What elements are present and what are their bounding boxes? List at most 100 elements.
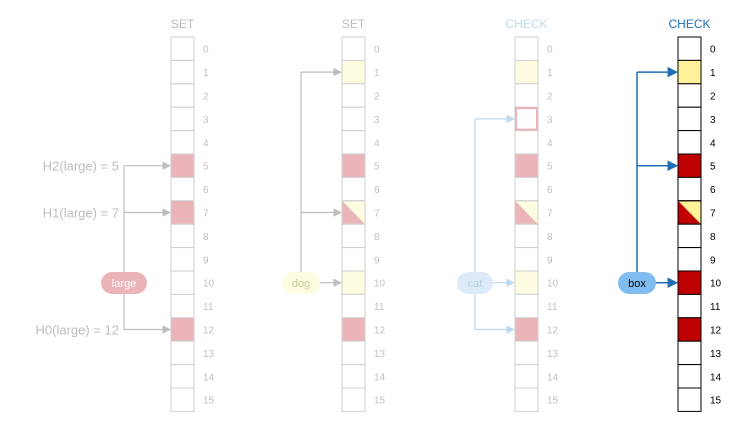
bit-cell-4 xyxy=(170,130,195,155)
bit-cell-9 xyxy=(514,247,539,272)
bit-index: 12 xyxy=(710,326,722,337)
bit-cell-12 xyxy=(170,317,195,342)
bit-cell-15 xyxy=(341,387,366,412)
bit-index: 13 xyxy=(710,349,722,360)
bit-cell-12 xyxy=(677,317,702,342)
bit-cell-5 xyxy=(677,153,702,178)
panel-1: SET0123456789101112131415largeH2(large) … xyxy=(36,17,215,412)
bit-cell-14 xyxy=(677,364,702,389)
bit-index: 8 xyxy=(547,232,553,243)
bit-cell-8 xyxy=(341,223,366,249)
bit-index: 2 xyxy=(203,92,209,103)
bit-index: 9 xyxy=(374,255,380,266)
bit-index: 13 xyxy=(203,349,215,360)
bit-cell-10 xyxy=(170,270,195,295)
bit-index: 7 xyxy=(374,209,380,220)
bit-cell-13 xyxy=(170,340,195,366)
bit-index: 11 xyxy=(203,302,214,313)
bit-cell-11 xyxy=(514,293,539,319)
bit-index: 1 xyxy=(547,68,553,79)
bit-index: 14 xyxy=(547,372,559,383)
bit-cell-1 xyxy=(170,59,195,85)
bit-cell-14 xyxy=(341,364,366,389)
bit-cell-14 xyxy=(514,364,539,389)
bit-cell-6 xyxy=(170,176,195,202)
bit-cell-2 xyxy=(677,83,702,108)
bit-index: 3 xyxy=(374,115,380,126)
bit-cell-2 xyxy=(170,83,195,108)
bit-index: 0 xyxy=(203,45,209,56)
bit-index: 14 xyxy=(374,372,386,383)
bit-cell-10 xyxy=(677,270,702,295)
bit-cell-9 xyxy=(170,247,195,272)
bit-cell-6 xyxy=(514,176,539,202)
bit-cell-1 xyxy=(677,59,702,85)
bit-index: 10 xyxy=(710,279,722,290)
hash-equation: H1(large) = 7 xyxy=(43,206,119,221)
bit-index: 12 xyxy=(374,326,386,337)
hash-equation: H2(large) = 5 xyxy=(43,159,119,174)
bit-cell-0 xyxy=(514,36,539,61)
bit-cell-12 xyxy=(341,317,366,342)
bit-index: 9 xyxy=(547,255,553,266)
bit-cell-9 xyxy=(341,247,366,272)
bit-cell-6 xyxy=(341,176,366,202)
bit-index: 13 xyxy=(547,349,559,360)
bit-index: 10 xyxy=(203,279,215,290)
bit-cell-7 xyxy=(514,200,539,225)
bit-cell-9 xyxy=(677,247,702,272)
bit-index: 4 xyxy=(374,138,380,149)
bit-index: 9 xyxy=(710,255,716,266)
bit-cell-4 xyxy=(677,130,702,155)
bit-index: 15 xyxy=(547,396,559,407)
bit-cell-7 xyxy=(677,200,702,225)
bit-cell-13 xyxy=(677,340,702,366)
miss-cell-outline xyxy=(515,107,538,131)
bit-cell-2 xyxy=(514,83,539,108)
panel-title: CHECK xyxy=(505,17,547,31)
token-label: box xyxy=(628,278,646,290)
bit-cell-13 xyxy=(341,340,366,366)
bit-index: 0 xyxy=(547,45,553,56)
bit-index: 15 xyxy=(203,396,215,407)
hash-equation: H0(large) = 12 xyxy=(36,323,119,338)
bit-index: 15 xyxy=(710,396,722,407)
bit-cell-0 xyxy=(341,36,366,61)
bit-index: 10 xyxy=(547,279,559,290)
bit-index: 2 xyxy=(710,92,716,103)
bit-index: 4 xyxy=(203,138,209,149)
bit-cell-1 xyxy=(341,59,366,85)
token-pill xyxy=(457,272,493,294)
bit-index: 5 xyxy=(203,162,209,173)
bit-index: 14 xyxy=(710,372,722,383)
bit-cell-7 xyxy=(341,200,366,225)
bit-index: 3 xyxy=(203,115,209,126)
panel-title: SET xyxy=(171,17,195,31)
token-pill xyxy=(618,272,656,294)
bit-index: 7 xyxy=(710,209,716,220)
bit-index: 11 xyxy=(547,302,558,313)
bit-index: 13 xyxy=(374,349,386,360)
bit-cell-1 xyxy=(514,59,539,85)
bit-index: 6 xyxy=(547,185,553,196)
bit-cell-11 xyxy=(341,293,366,319)
bit-index: 4 xyxy=(547,138,553,149)
bit-cell-4 xyxy=(514,130,539,155)
bit-index: 7 xyxy=(547,209,553,220)
bit-cell-12 xyxy=(514,317,539,342)
bit-cell-15 xyxy=(514,387,539,412)
bit-cell-4 xyxy=(341,130,366,155)
bit-index: 15 xyxy=(374,396,386,407)
bit-index: 0 xyxy=(374,45,380,56)
token-label: dog xyxy=(292,278,310,290)
bit-cell-5 xyxy=(341,153,366,178)
bit-index: 8 xyxy=(203,232,209,243)
bit-index: 1 xyxy=(374,68,380,79)
bit-index: 6 xyxy=(710,185,716,196)
bit-index: 11 xyxy=(710,302,721,313)
bit-index: 14 xyxy=(203,372,215,383)
bit-index: 7 xyxy=(203,209,209,220)
